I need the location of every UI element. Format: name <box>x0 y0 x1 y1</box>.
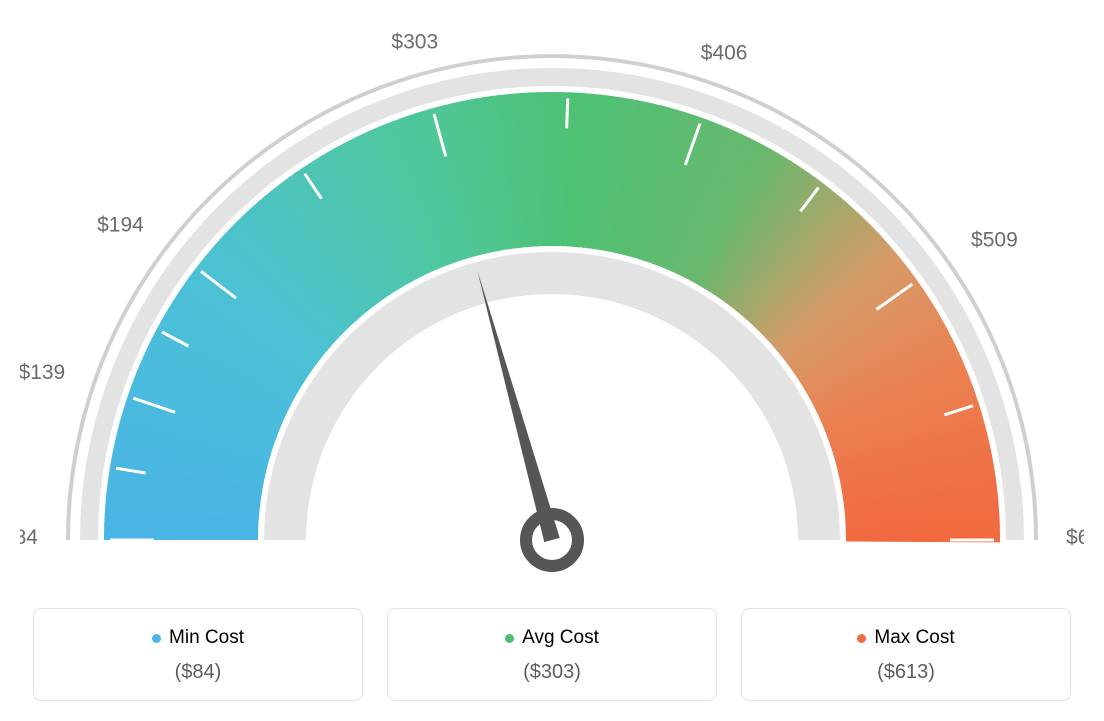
dot-icon <box>505 634 514 643</box>
svg-text:$613: $613 <box>1066 526 1084 549</box>
svg-text:$84: $84 <box>20 526 38 549</box>
legend-value-min: ($84) <box>44 661 352 684</box>
legend-card-max: Max Cost ($613) <box>741 608 1071 701</box>
legend-label-text: Avg Cost <box>522 627 599 649</box>
legend-label-min: Min Cost <box>152 627 244 649</box>
svg-text:$194: $194 <box>97 214 144 237</box>
svg-text:$509: $509 <box>971 228 1018 251</box>
legend-value-max: ($613) <box>752 661 1060 684</box>
legend-label-avg: Avg Cost <box>505 627 599 649</box>
legend-label-text: Max Cost <box>874 627 954 649</box>
legend-row: Min Cost ($84) Avg Cost ($303) Max Cost … <box>20 608 1084 701</box>
legend-value-avg: ($303) <box>398 661 706 684</box>
svg-text:$406: $406 <box>701 42 748 65</box>
cost-gauge-chart: $84 $139 $194 $303 $406 $509 $613 Min Cost ($8… <box>20 20 1084 701</box>
dot-icon <box>857 634 866 643</box>
legend-card-min: Min Cost ($84) <box>33 608 363 701</box>
legend-label-max: Max Cost <box>857 627 954 649</box>
legend-label-text: Min Cost <box>169 627 244 649</box>
legend-card-avg: Avg Cost ($303) <box>387 608 717 701</box>
svg-text:$303: $303 <box>391 31 438 54</box>
svg-text:$139: $139 <box>20 361 65 384</box>
gauge-svg: $84 $139 $194 $303 $406 $509 $613 <box>20 20 1084 580</box>
dot-icon <box>152 634 161 643</box>
